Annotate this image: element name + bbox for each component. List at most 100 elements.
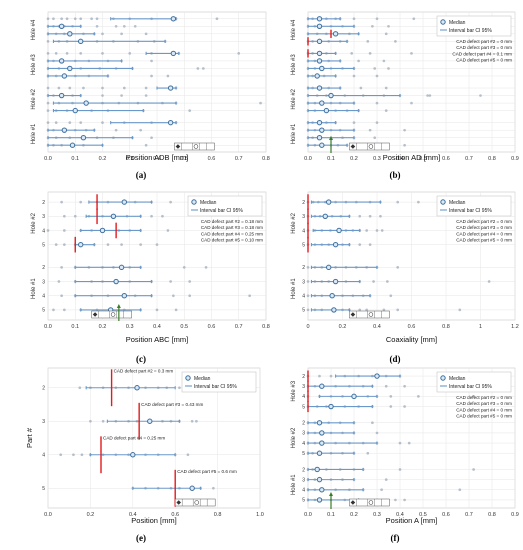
data-point [329,374,333,378]
data-point [259,101,262,105]
data-point [428,94,432,97]
cad-defect-annotation: CAD defect part #5 = 0.10 mm [201,238,263,243]
x-tick-label: 0.4 [153,156,161,162]
part-label: 4 [302,294,305,300]
x-tick-label: 0.0 [44,156,52,162]
part-label: 3 [42,279,45,285]
chart-panel-b: 0.0 0.1 0.2 0.3 0.4 0.5 0.6 0.7 0.8 0.9 Hole #4 Hol… [291,11,519,180]
data-point [389,405,393,408]
data-point [139,128,142,132]
cad-defect-annotation: CAD defect part #2 = 0.3 mm [114,369,174,374]
x-axis-label: Coaxiality [mm] [386,335,437,344]
part-label: 3 [302,279,305,285]
median-marker [316,450,323,456]
panel-label: (e) [136,533,146,543]
tolerance-frame [174,142,215,151]
data-point [358,243,362,247]
tolerance-frame-box [349,310,390,319]
chart-panel-d: 0 0.2 0.4 0.6 0.8 1 1.2 2 3 4 5 Hole #2 2 3 4 5 Hole #1 C… [291,191,519,364]
median-marker [78,241,84,248]
data-point [101,419,105,423]
median-marker [316,119,323,126]
position-symbol-icon [176,500,181,505]
median-marker [72,107,78,114]
data-point [396,200,400,204]
x-tick-label: 0.3 [373,512,381,518]
data-point [68,121,72,125]
data-point [54,52,58,55]
median-marker [319,383,325,389]
x-tick-label: 0.8 [442,324,450,330]
x-tick-label: 0.0 [44,324,52,330]
data-point [368,243,372,247]
data-point [371,24,374,28]
data-point [380,229,384,232]
median-marker [61,127,68,133]
data-point [65,52,69,55]
data-point [63,229,66,232]
part-label: 2 [302,200,305,206]
median-marker [167,119,174,126]
data-point [372,280,375,283]
data-point [95,24,99,28]
data-point [371,421,374,425]
data-point [398,468,402,471]
group-label: Hole #1 [291,123,297,144]
x-tick-label: 0.4 [373,324,381,330]
position-symbol-icon [350,500,356,505]
data-point [188,109,192,112]
part-label: 3 [302,214,305,220]
median-marker [316,50,323,57]
cad-defect-annotation: CAD defect part #3 = 0 mm [456,401,512,406]
legend-ci-label: Interval bar CI 95% [449,208,492,214]
x-tick-label: 0.8 [488,156,496,162]
data-point [178,386,181,390]
x-tick-label: 0.1 [71,156,79,162]
data-point [80,453,84,457]
data-point [472,468,475,471]
circle-modifier-icon [368,144,374,149]
data-point [101,52,104,55]
x-tick-label: 0.7 [235,324,243,330]
data-point [188,280,192,283]
part-label: 5 [42,308,45,314]
median-marker [323,107,330,114]
x-tick-label: 0.5 [419,512,427,518]
legend: Median Interval bar CI 95% [181,371,257,393]
median-marker [351,393,357,400]
cad-defect-annotation: CAD defect part #2 = 0 mm [456,395,512,400]
x-tick-label: 0.7 [465,512,473,518]
x-tick-label: 0.8 [488,512,496,518]
data-point [60,265,63,269]
median-marker [316,38,323,45]
data-point [78,386,82,390]
group-label: Hole #2 [31,88,37,109]
cad-defect-annotation: CAD defect part #4 = 0.25 mm [201,231,263,236]
cad-defect-annotation: CAD defect part #4 = 0.25 mm [103,436,165,441]
data-point [396,308,400,312]
x-tick-label: 0.6 [442,512,450,518]
x-axis-label: Position A [mm] [386,516,438,525]
data-point [120,32,123,36]
x-tick-label: 1 [479,324,482,330]
x-tick-label: 0.4 [129,512,137,518]
x-tick-label: 0.4 [396,156,404,162]
x-tick-label: 0.2 [99,324,107,330]
chart-panel-f: 0.0 0.1 0.2 0.3 0.4 0.5 0.6 0.7 0.8 0.9 2 3 4 5 Hole #… [291,367,519,543]
tolerance-frame-box [349,498,390,507]
median-marker [80,135,87,141]
data-point [174,308,178,312]
data-point [46,101,50,105]
median-marker [121,293,128,299]
cad-defect-annotation: CAD defect part #5 = 0.6 mm [177,469,237,474]
data-point [114,24,118,28]
data-point [101,86,104,90]
data-point [403,143,406,147]
x-tick-label: 0.2 [350,512,358,518]
data-point [368,52,372,55]
data-point [46,39,50,43]
median-marker [170,50,177,57]
median-marker [118,264,125,271]
data-point [46,229,50,232]
